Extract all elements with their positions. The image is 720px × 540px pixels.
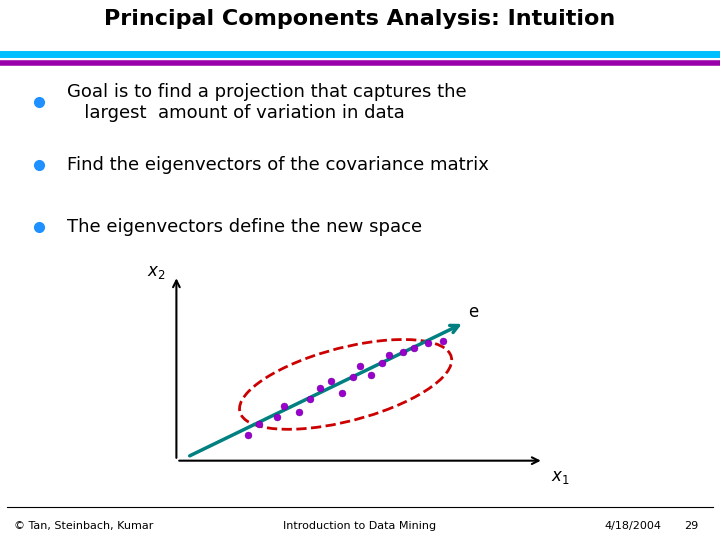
Text: Goal is to find a projection that captures the
   largest  amount of variation i: Goal is to find a projection that captur… [66, 83, 466, 122]
Text: © Tan, Steinbach, Kumar: © Tan, Steinbach, Kumar [14, 521, 154, 531]
Text: Principal Components Analysis: Intuition: Principal Components Analysis: Intuition [104, 9, 616, 29]
Text: Find the eigenvectors of the covariance matrix: Find the eigenvectors of the covariance … [66, 156, 488, 174]
Text: $x_1$: $x_1$ [551, 468, 570, 486]
Text: The eigenvectors define the new space: The eigenvectors define the new space [66, 218, 422, 236]
Text: 4/18/2004: 4/18/2004 [605, 521, 662, 531]
Text: $x_2$: $x_2$ [147, 263, 166, 281]
Text: e: e [468, 303, 478, 321]
Text: 29: 29 [684, 521, 698, 531]
Text: Introduction to Data Mining: Introduction to Data Mining [284, 521, 436, 531]
